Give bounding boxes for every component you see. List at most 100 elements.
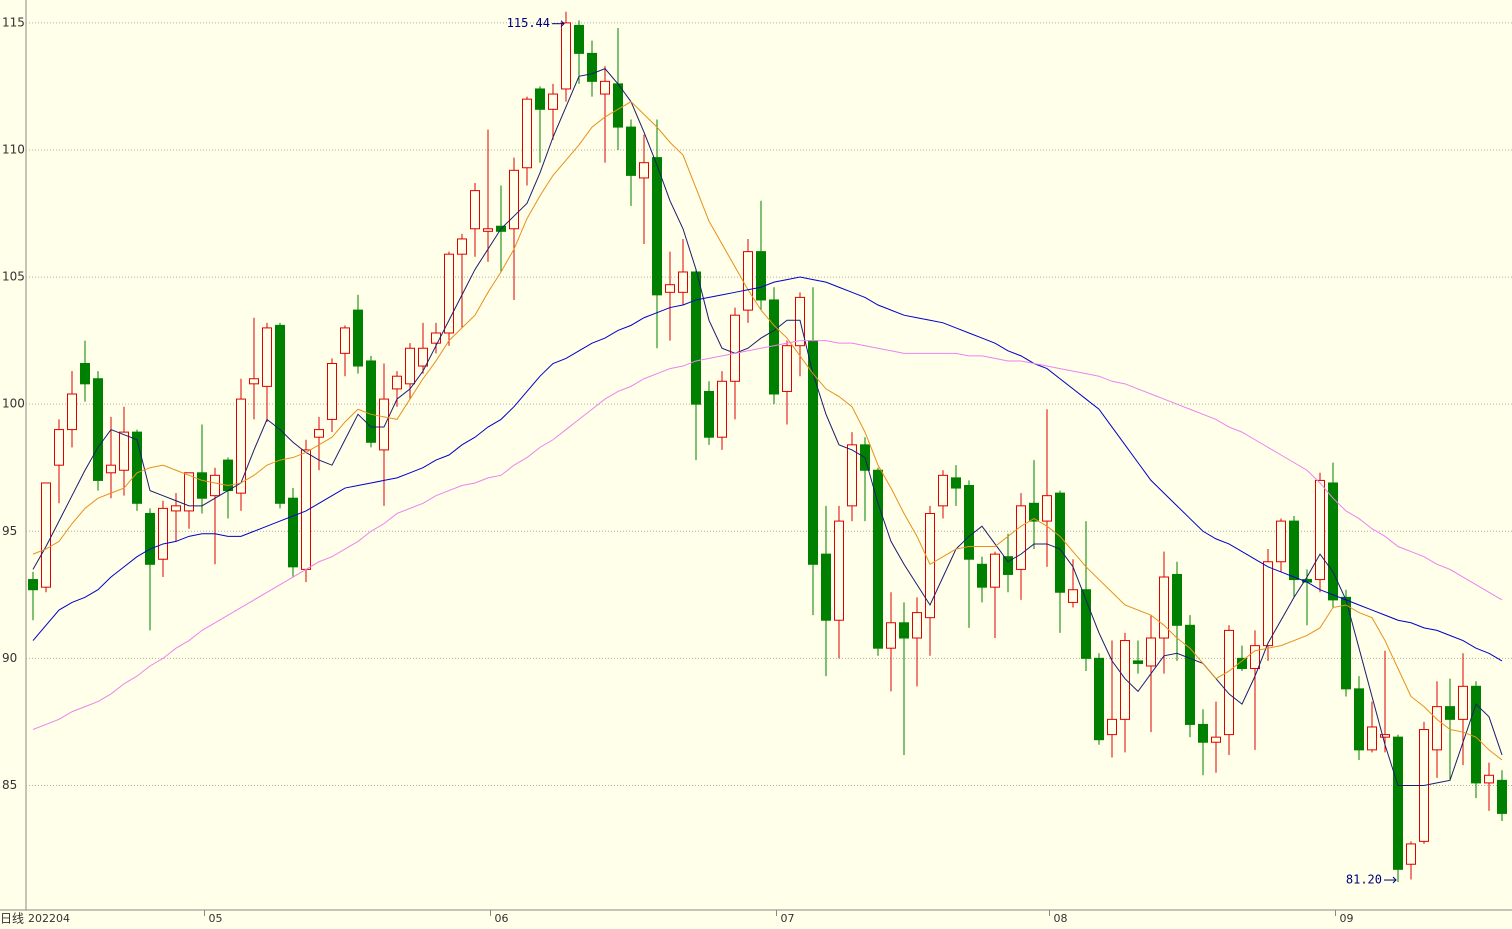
candle-body: [327, 362, 337, 420]
candle-body: [1003, 556, 1013, 575]
candle-body: [405, 347, 415, 385]
candle-body: [249, 378, 259, 385]
candle-body: [470, 190, 480, 230]
candle-body: [899, 622, 909, 639]
candle-body: [1406, 843, 1416, 865]
candle-body: [522, 98, 532, 169]
candle-body: [314, 429, 324, 438]
candle-body: [782, 345, 792, 392]
candle-body: [964, 485, 974, 560]
candle-body: [1133, 660, 1143, 664]
candle-body: [67, 393, 77, 431]
moving-average-line: [32, 101, 1503, 761]
candle-body: [639, 162, 649, 179]
candle-body: [106, 464, 116, 474]
candle-body: [665, 284, 675, 293]
y-tick-label: 105: [2, 270, 25, 284]
x-tick-label: 09: [1340, 912, 1354, 925]
candle-body: [236, 398, 246, 494]
candle-body: [1094, 657, 1104, 741]
candle-body: [1380, 734, 1390, 738]
candle-body: [145, 512, 155, 565]
candle-body: [158, 507, 168, 560]
candle-body: [847, 444, 857, 507]
candle-body: [535, 88, 545, 110]
candle-body: [80, 362, 90, 385]
moving-average-line: [32, 276, 1503, 662]
candle-body: [1224, 629, 1234, 736]
candle-body: [925, 512, 935, 619]
candle-body: [184, 472, 194, 512]
candle-body: [509, 169, 519, 230]
candle-body: [587, 52, 597, 82]
candle-body: [1367, 726, 1377, 751]
candle-body: [600, 80, 610, 95]
candle-body: [977, 563, 987, 588]
candle-body: [288, 497, 298, 568]
candle-body: [340, 327, 350, 354]
candle-body: [1237, 657, 1247, 670]
candle-body: [1159, 576, 1169, 639]
candle-body: [1432, 706, 1442, 751]
candle-body: [1198, 723, 1208, 743]
candle-body: [1081, 589, 1091, 659]
annotation-label: 115.44: [507, 16, 550, 30]
candle-body: [119, 431, 129, 471]
y-tick-label: 115: [2, 15, 25, 29]
candle-body: [1029, 502, 1039, 522]
annotation-label: 81.20: [1346, 873, 1382, 887]
y-tick-label: 110: [2, 142, 25, 156]
candle-body: [938, 474, 948, 507]
candle-body: [990, 553, 1000, 588]
candle-body: [769, 299, 779, 395]
candle-body: [457, 238, 467, 255]
candle-body: [873, 469, 883, 649]
x-tick-label: 05: [209, 912, 223, 925]
candle-body: [1172, 573, 1182, 626]
candle-body: [1016, 505, 1026, 570]
candle-body: [548, 93, 558, 110]
candle-body: [1250, 645, 1260, 670]
candle-body: [613, 83, 623, 128]
candle-body: [392, 375, 402, 390]
annotation-arrowhead: [1392, 876, 1397, 884]
candle-body: [743, 251, 753, 311]
candle-body: [1484, 774, 1494, 784]
candle-body: [1458, 685, 1468, 720]
candle-body: [1341, 596, 1351, 690]
candle-body: [756, 251, 766, 301]
candle-body: [366, 360, 376, 443]
candle-body: [54, 429, 64, 466]
moving-average-line: [32, 68, 1503, 786]
candle-body: [418, 347, 428, 367]
moving-average-line: [32, 340, 1503, 730]
candle-body: [1185, 624, 1195, 725]
candle-body: [1055, 492, 1065, 593]
candle-body: [41, 482, 51, 588]
candle-body: [132, 431, 142, 504]
candle-body: [652, 157, 662, 296]
candle-body: [1471, 685, 1481, 784]
candle-body: [951, 477, 961, 489]
candle-body: [561, 22, 571, 90]
candle-body: [1445, 706, 1455, 720]
candle-body: [834, 520, 844, 621]
candle-body: [1289, 520, 1299, 581]
candle-body: [1497, 779, 1507, 814]
candle-body: [28, 579, 38, 591]
candle-body: [691, 271, 701, 405]
candle-body: [1354, 688, 1364, 751]
candle-body: [678, 271, 688, 293]
candle-body: [171, 505, 181, 512]
y-tick-label: 95: [2, 524, 17, 538]
x-tick-label: 07: [781, 912, 795, 925]
candle-body: [210, 474, 220, 497]
candle-body: [717, 380, 727, 438]
candle-body: [262, 327, 272, 387]
candle-body: [483, 228, 493, 232]
y-tick-label: 100: [2, 397, 25, 411]
candle-body: [353, 309, 363, 367]
candle-body: [730, 314, 740, 382]
